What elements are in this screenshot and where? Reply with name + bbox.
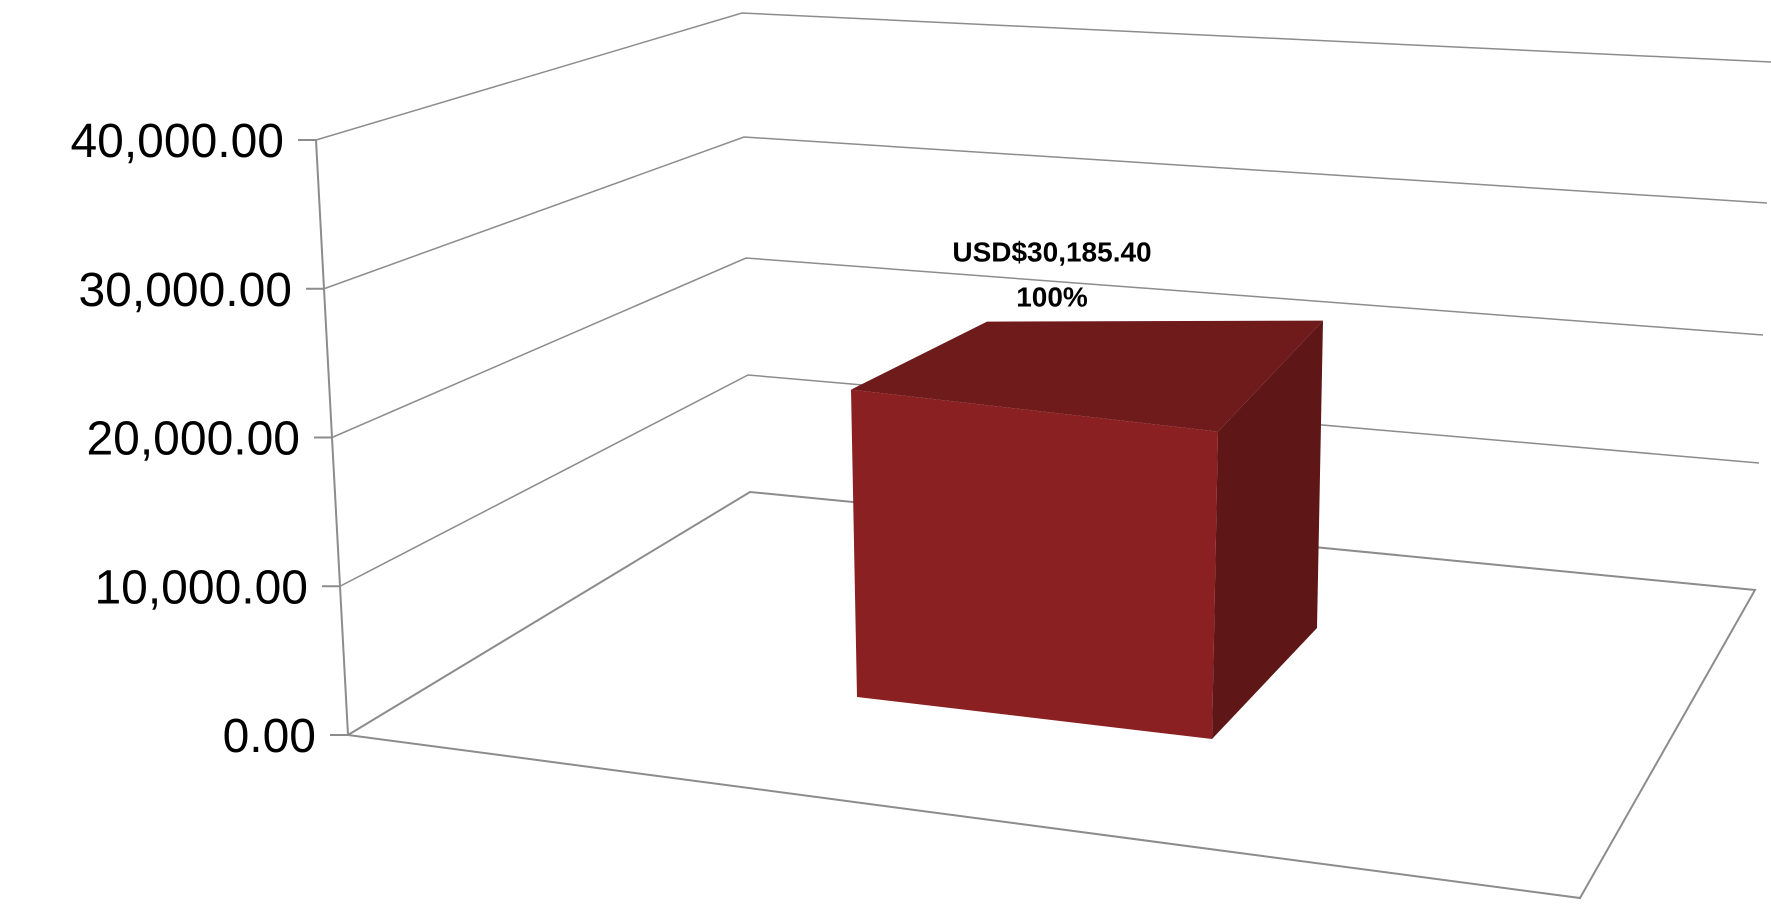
y-tick-label: 10,000.00: [94, 561, 308, 614]
bar-side-face: [1212, 320, 1323, 739]
y-tick-label: 30,000.00: [78, 264, 292, 317]
y-tick-label: 40,000.00: [70, 115, 284, 168]
bar-value-label: USD$30,185.40: [952, 237, 1151, 268]
gridline: [315, 12, 1771, 141]
gridline: [339, 374, 1760, 587]
gridline: [323, 136, 1768, 290]
gridline: [331, 257, 1764, 439]
floor-edge: [347, 490, 1757, 900]
data-labels: USD$30,185.40 100%: [952, 237, 1151, 313]
bar-top-face: [851, 320, 1323, 432]
gridlines: [315, 12, 1771, 587]
y-axis-ticks: 0.00 10,000.00 20,000.00 30,000.00 40,000.00: [70, 115, 348, 763]
bar-front-face: [851, 389, 1218, 739]
bar-percent-label: 100%: [1016, 282, 1088, 313]
y-tick-label: 20,000.00: [86, 413, 300, 466]
bars: [851, 320, 1323, 739]
y-tick-label: 0.00: [223, 710, 316, 763]
